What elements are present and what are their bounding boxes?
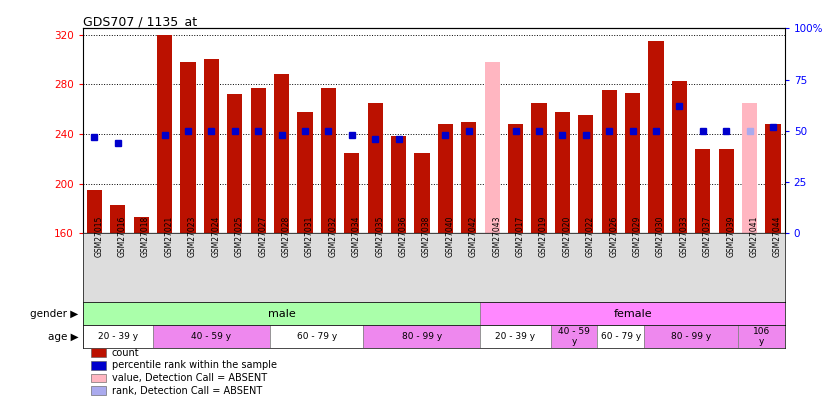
Text: GSM27032: GSM27032 bbox=[329, 216, 337, 258]
Text: GSM27037: GSM27037 bbox=[703, 216, 712, 258]
Bar bbox=[766, 124, 781, 233]
Bar bbox=[153, 325, 270, 348]
Text: GSM27043: GSM27043 bbox=[492, 216, 501, 258]
Bar bbox=[110, 205, 126, 233]
Bar bbox=[742, 103, 757, 233]
Bar bbox=[738, 325, 785, 348]
Bar bbox=[481, 302, 785, 325]
Bar bbox=[672, 81, 687, 233]
Text: percentile rank within the sample: percentile rank within the sample bbox=[112, 360, 277, 370]
Text: GSM27015: GSM27015 bbox=[94, 216, 103, 258]
Text: value, Detection Call = ABSENT: value, Detection Call = ABSENT bbox=[112, 373, 267, 383]
Text: GSM27020: GSM27020 bbox=[563, 216, 572, 258]
Bar bbox=[648, 41, 663, 233]
Bar bbox=[438, 124, 453, 233]
Text: 40 - 59 y: 40 - 59 y bbox=[192, 332, 231, 341]
Text: GSM27039: GSM27039 bbox=[726, 216, 735, 258]
Text: GSM27017: GSM27017 bbox=[515, 216, 525, 258]
Bar bbox=[415, 153, 430, 233]
Bar bbox=[344, 153, 359, 233]
Text: 80 - 99 y: 80 - 99 y bbox=[401, 332, 442, 341]
Text: GDS707 / 1135_at: GDS707 / 1135_at bbox=[83, 15, 197, 28]
Bar bbox=[157, 34, 172, 233]
Text: male: male bbox=[268, 309, 296, 319]
Bar bbox=[368, 103, 382, 233]
Text: female: female bbox=[613, 309, 652, 319]
Bar bbox=[320, 88, 336, 233]
Text: GSM27034: GSM27034 bbox=[352, 216, 361, 258]
Bar bbox=[555, 111, 570, 233]
Bar bbox=[597, 325, 644, 348]
Text: GSM27022: GSM27022 bbox=[586, 216, 595, 257]
Text: GSM27040: GSM27040 bbox=[445, 216, 454, 258]
Bar bbox=[625, 93, 640, 233]
Bar bbox=[363, 325, 481, 348]
Bar bbox=[250, 88, 266, 233]
Text: count: count bbox=[112, 348, 139, 358]
Text: GSM27031: GSM27031 bbox=[305, 216, 314, 258]
Bar bbox=[180, 62, 196, 233]
Text: GSM27018: GSM27018 bbox=[141, 216, 150, 257]
Text: GSM27041: GSM27041 bbox=[749, 216, 758, 258]
Bar bbox=[508, 124, 523, 233]
Bar bbox=[644, 325, 738, 348]
Text: GSM27016: GSM27016 bbox=[118, 216, 126, 258]
Text: age ▶: age ▶ bbox=[48, 332, 78, 342]
Text: GSM27019: GSM27019 bbox=[539, 216, 548, 258]
Bar bbox=[551, 325, 597, 348]
Bar bbox=[297, 111, 312, 233]
Text: 20 - 39 y: 20 - 39 y bbox=[496, 332, 535, 341]
Text: GSM27024: GSM27024 bbox=[211, 216, 221, 258]
Bar bbox=[719, 149, 733, 233]
Text: 40 - 59
y: 40 - 59 y bbox=[558, 327, 590, 346]
Bar bbox=[274, 74, 289, 233]
Bar bbox=[391, 136, 406, 233]
Bar bbox=[695, 149, 710, 233]
Text: 60 - 79 y: 60 - 79 y bbox=[601, 332, 641, 341]
Text: GSM27026: GSM27026 bbox=[609, 216, 618, 258]
Text: GSM27036: GSM27036 bbox=[398, 216, 407, 258]
Text: GSM27027: GSM27027 bbox=[258, 216, 267, 258]
Text: GSM27025: GSM27025 bbox=[235, 216, 244, 258]
Bar bbox=[204, 60, 219, 233]
Text: GSM27035: GSM27035 bbox=[375, 216, 384, 258]
Text: GSM27038: GSM27038 bbox=[422, 216, 431, 258]
Bar bbox=[485, 62, 500, 233]
Text: GSM27028: GSM27028 bbox=[282, 216, 291, 257]
Text: gender ▶: gender ▶ bbox=[31, 309, 78, 319]
Bar bbox=[531, 103, 547, 233]
Bar bbox=[83, 302, 481, 325]
Bar bbox=[461, 122, 477, 233]
Text: GSM27021: GSM27021 bbox=[164, 216, 173, 257]
Text: GSM27033: GSM27033 bbox=[679, 216, 688, 258]
Text: 60 - 79 y: 60 - 79 y bbox=[297, 332, 337, 341]
Text: rank, Detection Call = ABSENT: rank, Detection Call = ABSENT bbox=[112, 386, 262, 396]
Bar bbox=[87, 190, 102, 233]
Text: GSM27030: GSM27030 bbox=[656, 216, 665, 258]
Bar bbox=[270, 325, 363, 348]
Text: GSM27023: GSM27023 bbox=[188, 216, 197, 258]
Text: 106
y: 106 y bbox=[752, 327, 770, 346]
Text: 80 - 99 y: 80 - 99 y bbox=[671, 332, 711, 341]
Text: GSM27029: GSM27029 bbox=[633, 216, 642, 258]
Text: GSM27042: GSM27042 bbox=[469, 216, 477, 258]
Text: GSM27044: GSM27044 bbox=[773, 216, 782, 258]
Text: 20 - 39 y: 20 - 39 y bbox=[97, 332, 138, 341]
Bar bbox=[601, 90, 617, 233]
Bar bbox=[134, 217, 149, 233]
Bar bbox=[83, 325, 153, 348]
Bar bbox=[227, 94, 242, 233]
Bar bbox=[578, 115, 593, 233]
Bar bbox=[481, 325, 551, 348]
